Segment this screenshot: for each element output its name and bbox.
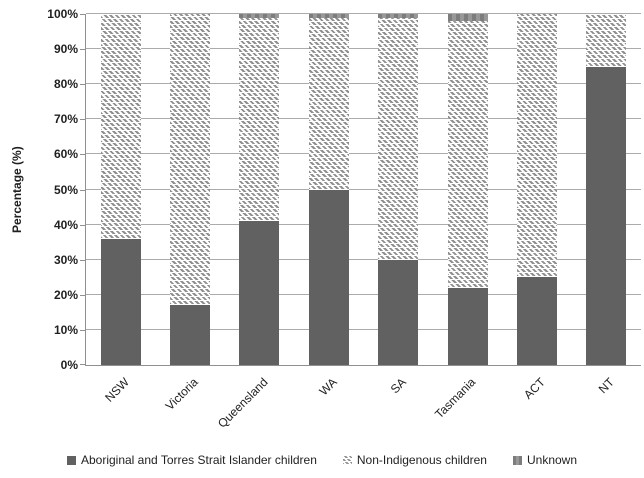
x-tick-label: NSW	[101, 375, 132, 405]
bar-segment	[170, 305, 211, 365]
bar-act	[516, 14, 557, 365]
legend-label: Unknown	[526, 453, 578, 467]
legend-swatch-icon	[342, 455, 352, 465]
x-tick-label: Victoria	[162, 375, 201, 414]
y-tick-label: 90%	[53, 42, 78, 57]
y-tick-label: 100%	[47, 7, 78, 21]
y-tick	[80, 364, 85, 365]
bar-nt	[586, 14, 627, 365]
y-tick	[80, 84, 85, 86]
x-tick-label: WA	[316, 375, 340, 399]
gridline	[86, 13, 641, 14]
gridline	[86, 48, 641, 50]
gridline	[86, 328, 641, 330]
x-tick-label: NT	[595, 375, 618, 397]
y-tick-label: 60%	[53, 147, 78, 162]
y-tick	[80, 14, 85, 15]
bar-tasmania	[447, 14, 488, 365]
gridline	[86, 258, 641, 260]
bar-segment	[239, 14, 280, 18]
bar-segment	[447, 14, 488, 22]
bar-sa	[378, 14, 419, 365]
bar-segment	[516, 277, 557, 365]
bar-segment	[378, 259, 419, 365]
bar-segment	[586, 14, 627, 67]
y-tick	[80, 49, 85, 51]
y-tick-label: 50%	[53, 182, 78, 197]
y-tick	[80, 329, 85, 331]
y-tick-label: 40%	[53, 217, 78, 232]
legend-item: Aboriginal and Torres Strait Islander ch…	[66, 453, 317, 467]
gridline	[86, 188, 641, 190]
bar-segment	[239, 221, 280, 365]
gridline	[86, 153, 641, 155]
legend-swatch-icon	[512, 455, 522, 465]
bar-segment	[170, 14, 211, 306]
x-tick-label: ACT	[520, 375, 548, 402]
bar-segment	[239, 17, 280, 222]
legend-label: Non-Indigenous children	[356, 453, 487, 467]
plot-area	[80, 13, 641, 366]
x-axis-labels: NSW Victoria Queensland WA SA Tasmania ACT NT	[85, 365, 640, 435]
legend-swatch-icon	[66, 455, 76, 465]
y-axis-tick-labels: 0% 10% 20% 30% 40% 50% 60% 70% 80% 90% 100%	[0, 7, 78, 372]
y-tick-label: 30%	[53, 252, 78, 267]
legend-item: Non-Indigenous children	[342, 453, 487, 467]
bar-segment	[516, 14, 557, 278]
y-tick-label: 10%	[53, 322, 78, 337]
bar-segment	[447, 287, 488, 365]
bar-segment	[378, 17, 419, 260]
legend-item: Unknown	[512, 453, 578, 467]
y-tick-label: 0%	[60, 358, 78, 372]
bar-segment	[447, 21, 488, 288]
bar-segment	[586, 66, 627, 365]
gridline	[86, 118, 641, 120]
bar-segment	[308, 14, 349, 18]
y-tick	[80, 154, 85, 156]
bar-segment	[378, 14, 419, 18]
y-tick	[80, 119, 85, 121]
bar-segment	[100, 238, 141, 365]
y-tick-label: 70%	[53, 112, 78, 127]
gridline	[86, 293, 641, 295]
legend: Aboriginal and Torres Strait Islander ch…	[0, 450, 644, 470]
y-tick	[80, 189, 85, 191]
x-tick-label: Queensland	[214, 375, 271, 431]
bar-segment	[100, 14, 141, 239]
bar-wa	[308, 14, 349, 365]
y-tick	[80, 294, 85, 296]
bar-queensland	[239, 14, 280, 365]
legend-label: Aboriginal and Torres Strait Islander ch…	[80, 453, 317, 467]
bar-segment	[308, 17, 349, 190]
y-tick	[80, 224, 85, 226]
y-tick	[80, 259, 85, 261]
y-tick-label: 20%	[53, 287, 78, 302]
x-tick-label: Tasmania	[432, 375, 479, 422]
bar-victoria	[170, 14, 211, 365]
gridline	[86, 223, 641, 225]
gridline	[86, 83, 641, 85]
y-tick-label: 80%	[53, 77, 78, 92]
bar-segment	[308, 189, 349, 365]
bar-nsw	[100, 14, 141, 365]
x-tick-label: SA	[387, 375, 410, 397]
